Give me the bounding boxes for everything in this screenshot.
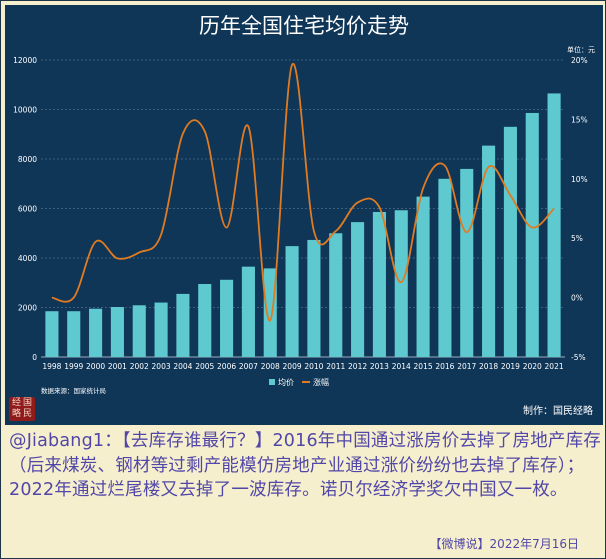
right-axis: -5% 0% 5% 10% 15% 20% — [571, 56, 588, 362]
price-bar — [460, 168, 474, 357]
grid-lines — [41, 59, 565, 358]
price-bar — [351, 222, 365, 357]
x-tick-label: 1998 — [42, 362, 61, 371]
x-tick-label: 2008 — [261, 362, 280, 371]
chart-panel: 历年全国住宅均价走势 单位：元 0 2000 4000 6000 8000 10000 12… — [5, 5, 603, 425]
price-bar — [220, 279, 234, 357]
right-axis-unit: 单位：元 — [567, 45, 595, 54]
stamp-char: 民 — [22, 409, 32, 419]
right-tick-label: 0% — [571, 294, 583, 303]
x-tick-label: 2009 — [283, 362, 302, 371]
price-bar — [176, 293, 190, 357]
x-tick-label: 2021 — [545, 362, 564, 371]
source-note: 数据来源：国家统计局 — [41, 386, 106, 395]
left-axis: 0 2000 4000 6000 8000 10000 12000 — [13, 56, 37, 362]
price-bar — [307, 239, 321, 357]
x-tick-label: 2018 — [479, 362, 498, 371]
x-tick-label: 2020 — [523, 362, 542, 371]
x-tick-label: 2001 — [108, 362, 127, 371]
right-tick-label: 20% — [571, 56, 588, 65]
price-bar — [547, 93, 561, 357]
price-bar — [110, 307, 124, 357]
stamp-char: 国 — [22, 398, 32, 408]
chart-title: 历年全国住宅均价走势 — [199, 14, 409, 38]
x-tick-label: 2007 — [239, 362, 258, 371]
left-tick-label: 2000 — [18, 304, 37, 313]
x-tick-label: 2019 — [501, 362, 520, 371]
x-tick-label: 2002 — [130, 362, 149, 371]
legend-swatch-price — [269, 379, 275, 385]
x-tick-label: 2006 — [217, 362, 236, 371]
legend-label-growth: 涨幅 — [313, 377, 329, 387]
price-bar — [416, 196, 430, 357]
legend-label-price: 均价 — [278, 377, 294, 387]
left-tick-label: 4000 — [18, 254, 37, 263]
x-tick-label: 2010 — [304, 362, 323, 371]
bar-series-price — [45, 93, 561, 357]
price-bar — [285, 246, 299, 357]
right-tick-label: 15% — [571, 115, 588, 124]
right-tick-label: -5% — [571, 353, 586, 362]
price-bar — [525, 112, 539, 357]
credit-note: 制作：国民经略 — [523, 404, 593, 417]
right-tick-label: 10% — [571, 175, 588, 184]
legend: 均价 涨幅 — [269, 377, 329, 387]
x-tick-label: 2014 — [392, 362, 411, 371]
price-bar — [154, 302, 168, 357]
left-tick-label: 10000 — [13, 106, 37, 115]
brand-stamp-logo: 经 国 略 民 — [9, 397, 35, 421]
x-tick-label: 2016 — [435, 362, 454, 371]
price-bar — [241, 266, 255, 357]
x-tick-label: 2015 — [414, 362, 433, 371]
weibo-post-text: @Jiabang1：【去库存谁最行？】2016年中国通过涨房价去掉了房地产库存（… — [9, 431, 601, 500]
x-tick-label: 2004 — [173, 362, 192, 371]
x-tick-label: 2005 — [195, 362, 214, 371]
price-bar — [438, 178, 452, 357]
left-tick-label: 0 — [32, 353, 37, 362]
price-bar — [198, 283, 212, 357]
x-tick-label: 2011 — [326, 362, 345, 371]
price-bar — [372, 211, 386, 357]
right-tick-label: 5% — [571, 234, 583, 243]
x-tick-label: 1999 — [64, 362, 83, 371]
price-bar — [329, 233, 343, 357]
x-tick-label: 2012 — [348, 362, 367, 371]
price-bar — [394, 210, 408, 357]
price-bar — [263, 268, 277, 357]
price-bar — [67, 311, 81, 357]
left-tick-label: 6000 — [18, 205, 37, 214]
post-date-footer: 【微博说】2022年7月16日 — [429, 537, 579, 551]
price-bar — [89, 308, 103, 357]
x-tick-label: 2003 — [152, 362, 171, 371]
x-tick-label: 2013 — [370, 362, 389, 371]
left-tick-label: 8000 — [18, 155, 37, 164]
x-tick-label: 2000 — [86, 362, 105, 371]
price-bar — [132, 305, 146, 357]
price-bar — [503, 126, 517, 357]
x-axis: 1998 1999 2000 2001 2002 2003 2004 2005 2006 2007… — [42, 362, 563, 371]
line-series-growth — [51, 63, 555, 322]
x-tick-label: 2017 — [457, 362, 476, 371]
price-bar — [482, 145, 496, 357]
stamp-char: 经 — [11, 398, 21, 408]
price-chart: 历年全国住宅均价走势 单位：元 0 2000 4000 6000 8000 10000 12… — [13, 14, 595, 417]
stamp-char: 略 — [11, 409, 21, 419]
left-tick-label: 12000 — [13, 56, 37, 65]
price-bar — [45, 311, 59, 357]
